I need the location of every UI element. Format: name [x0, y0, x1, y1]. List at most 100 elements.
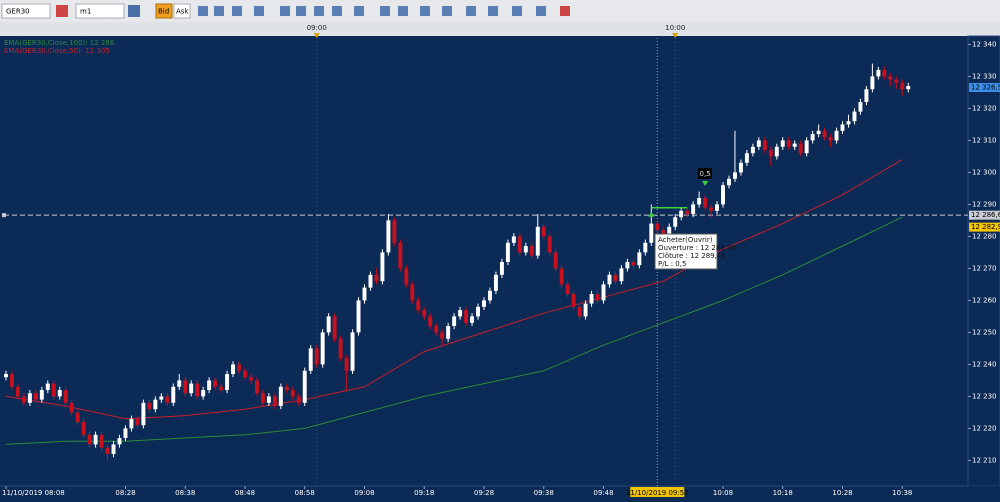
legend-entry: EMA(GER30,Close,100): 12 286 — [4, 39, 115, 47]
candle-body — [565, 284, 570, 294]
icon[interactable] — [466, 6, 476, 16]
x-tick-label: 09:48 — [593, 489, 613, 497]
icon[interactable] — [314, 6, 324, 16]
candle-body — [721, 185, 725, 205]
icon[interactable] — [420, 6, 430, 16]
candle-body — [147, 402, 152, 410]
price-badge — [969, 210, 1000, 220]
candle-body — [33, 393, 38, 400]
candle-body — [93, 434, 98, 445]
candle-body — [39, 390, 44, 400]
candle-body — [129, 418, 134, 429]
icon[interactable] — [398, 6, 408, 16]
x-tick-label: 08:48 — [235, 489, 255, 497]
candle-body — [601, 284, 606, 301]
candle-body — [141, 402, 146, 426]
candle-body — [4, 374, 8, 378]
candle-body — [888, 76, 893, 80]
candle-body — [846, 121, 851, 125]
icon[interactable] — [560, 6, 570, 16]
y-tick-label: 12 220 — [972, 424, 997, 432]
symbol: GER30 — [6, 8, 30, 16]
candle-body — [900, 82, 905, 90]
candle-body — [225, 374, 230, 390]
candle-body — [320, 332, 325, 365]
icon[interactable] — [198, 6, 208, 16]
candle-body — [732, 172, 737, 179]
icon[interactable] — [332, 6, 342, 16]
x-tick-label: 09:28 — [474, 489, 494, 497]
candle-body — [541, 226, 546, 237]
candle-body — [470, 316, 475, 323]
candle-body — [780, 140, 785, 147]
candle-body — [177, 380, 182, 387]
candle-body — [374, 274, 379, 282]
candle-body — [195, 383, 200, 397]
cursor-time-badge — [630, 487, 685, 497]
icon[interactable] — [380, 6, 390, 16]
candle-body — [290, 390, 295, 397]
candle-body — [637, 252, 642, 266]
icon[interactable] — [354, 6, 364, 16]
candle-body — [159, 396, 164, 400]
candle-body — [380, 252, 385, 282]
buy-arrow — [648, 211, 655, 217]
icon[interactable] — [254, 6, 264, 16]
candle-body — [673, 217, 678, 227]
candle-body — [362, 287, 367, 301]
candle-body — [667, 226, 672, 237]
candle-body — [135, 418, 140, 426]
candle-body — [219, 386, 224, 390]
candle-body — [727, 178, 731, 186]
icon[interactable] — [442, 6, 452, 16]
candle-body — [99, 434, 104, 448]
icon[interactable] — [232, 6, 242, 16]
timeframe-select[interactable] — [75, 3, 125, 19]
bid-button[interactable] — [155, 3, 173, 19]
candle-body — [189, 383, 194, 394]
top-marker-label: 10:00 — [665, 24, 685, 32]
icon[interactable] — [536, 6, 546, 16]
candle-body — [105, 447, 110, 454]
icon[interactable] — [214, 6, 224, 16]
candle-body — [302, 370, 307, 403]
time-strip — [0, 22, 1000, 36]
candle-body — [368, 274, 373, 288]
flag-icon[interactable] — [56, 5, 68, 17]
price-badge-label: 12 286,63 — [971, 211, 1000, 219]
candle-body — [111, 444, 116, 454]
candle-body — [416, 300, 421, 310]
candle-body — [703, 198, 708, 208]
ask-button[interactable] — [173, 3, 191, 19]
candle-body — [21, 396, 26, 403]
candle-body — [511, 236, 516, 243]
icon[interactable] — [280, 6, 290, 16]
candle-body — [27, 393, 32, 403]
candle-body — [499, 262, 504, 275]
x-tick-label: 10:18 — [773, 489, 793, 497]
candle-body — [207, 380, 212, 390]
ema-line — [5, 216, 903, 445]
symbol-select[interactable] — [1, 3, 51, 19]
icon[interactable] — [296, 6, 306, 16]
candle-body — [344, 358, 349, 371]
icon[interactable] — [512, 6, 522, 16]
candle-body — [535, 226, 540, 256]
ask-label: Ask — [176, 8, 189, 16]
candle-body — [643, 242, 648, 253]
candle-body — [840, 124, 845, 131]
chart-type-icon[interactable] — [128, 5, 140, 17]
icon[interactable] — [488, 6, 498, 16]
candle-body — [422, 310, 427, 317]
candle-body — [864, 89, 869, 102]
candle-body — [254, 380, 259, 394]
candle-body — [774, 146, 779, 157]
candle-body — [410, 284, 415, 301]
candle-body — [493, 274, 498, 291]
price-badge — [969, 222, 1000, 232]
candle-body — [428, 316, 433, 326]
candle-body — [750, 146, 755, 154]
candle-body — [589, 294, 594, 304]
trade-tooltip: Acheter(Ouvrir)Ouverture : 12 288,95Clôt… — [654, 233, 736, 270]
